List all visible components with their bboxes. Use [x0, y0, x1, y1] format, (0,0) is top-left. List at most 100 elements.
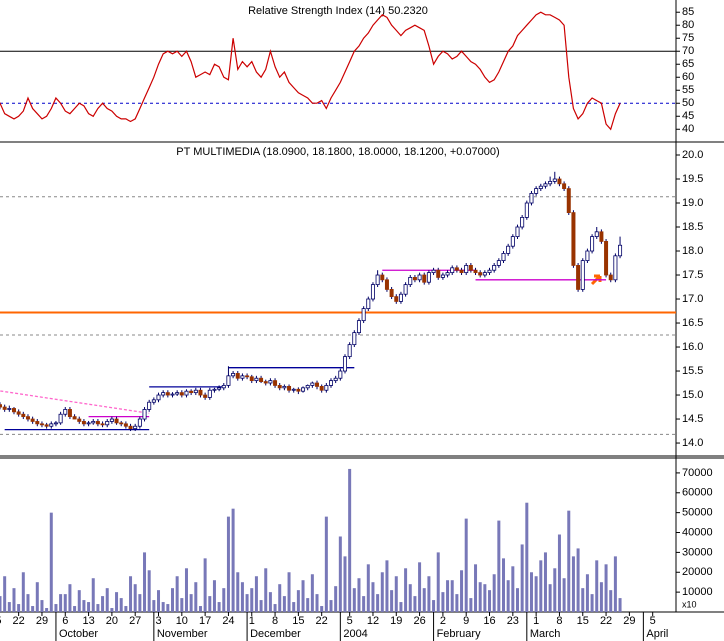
candle-body — [226, 375, 231, 386]
candle-body — [287, 385, 292, 391]
candle-body — [249, 376, 254, 382]
volume-bar — [613, 556, 617, 612]
candle-body — [301, 387, 306, 392]
candle-body — [599, 231, 604, 242]
y-tick-label: 18.5 — [682, 221, 703, 233]
candle-body — [618, 244, 623, 257]
y-tick-label: 60 — [682, 71, 694, 83]
volume-bar — [7, 602, 11, 612]
candle-body — [482, 272, 487, 276]
y-tick-label: 18.0 — [682, 245, 703, 257]
month-label: February — [437, 628, 482, 640]
candle-body — [16, 411, 21, 415]
candle-body — [151, 399, 156, 403]
candle-body — [67, 409, 72, 418]
candle-body — [100, 423, 105, 426]
candle-body — [501, 253, 506, 262]
volume-bar — [147, 570, 151, 612]
x-tick-label: 16 — [483, 615, 495, 627]
candle-body — [538, 185, 543, 190]
volume-bar — [371, 582, 375, 612]
x-tick-label: 22 — [600, 615, 612, 627]
candle-body — [361, 308, 366, 322]
candle-body — [552, 178, 557, 182]
candle-body — [585, 250, 590, 262]
volume-bar — [77, 590, 81, 612]
y-tick-label: 55 — [682, 84, 694, 96]
volume-bar — [362, 596, 366, 612]
candle-body — [310, 382, 315, 386]
volume-bar — [562, 578, 566, 612]
volume-bar — [464, 518, 468, 612]
volume-bar — [0, 596, 2, 612]
volume-bar — [170, 588, 174, 612]
candle-body — [156, 394, 161, 401]
candle-body — [436, 269, 441, 278]
candle-body — [175, 392, 180, 395]
candle-body — [263, 381, 268, 384]
candle-body — [161, 392, 166, 396]
volume-bar — [404, 568, 408, 612]
y-tick-label: 75 — [682, 32, 694, 44]
volume-bar — [534, 576, 538, 612]
candle-body — [245, 375, 250, 378]
candle-body — [147, 401, 152, 410]
candle-body — [338, 370, 343, 379]
candle-body — [548, 181, 553, 185]
volume-bar — [618, 598, 622, 612]
volume-bar — [49, 512, 53, 612]
candle-body — [137, 418, 142, 427]
volume-bar — [45, 608, 49, 612]
candle-body — [468, 265, 473, 271]
x-tick-label: 2 — [440, 615, 446, 627]
candle-body — [133, 425, 138, 430]
volume-bar — [287, 572, 291, 612]
volume-bar — [278, 584, 282, 612]
volume-bar — [101, 596, 105, 612]
volume-bar — [511, 566, 515, 612]
candle-body — [422, 274, 427, 283]
volume-bar — [259, 600, 263, 612]
price-title: PT MULTIMEDIA (18.0900, 18.1800, 18.0000… — [176, 146, 499, 158]
candle-body — [259, 377, 264, 382]
candle-body — [315, 382, 320, 387]
volume-bar — [73, 606, 77, 612]
candle-body — [58, 413, 63, 424]
volume-bar — [310, 574, 314, 612]
candle-body — [580, 260, 585, 290]
x-tick-label: 12 — [367, 615, 379, 627]
candle-body — [193, 389, 198, 394]
x-tick-label: 17 — [199, 615, 211, 627]
volume-bar — [539, 560, 543, 612]
candle-body — [30, 418, 35, 422]
candle-body — [49, 423, 54, 427]
candle-body — [217, 387, 222, 390]
candle-body — [198, 389, 203, 396]
volume-bar — [441, 592, 445, 612]
volume-bar — [231, 508, 235, 612]
y-tick-label: 40000 — [682, 526, 713, 538]
candle-body — [319, 385, 324, 391]
volume-bar — [599, 582, 603, 612]
volume-bar — [543, 552, 547, 612]
candle-body — [417, 274, 422, 281]
y-tick-label: 50000 — [682, 507, 713, 519]
volume-bar — [418, 562, 422, 612]
volume-bar — [585, 574, 589, 612]
volume-bar — [590, 594, 594, 612]
volume-bar — [329, 600, 333, 612]
volume-bar — [324, 516, 328, 612]
volume-bar — [595, 560, 599, 612]
candle-body — [128, 425, 133, 430]
y-tick-label: 85 — [682, 6, 694, 18]
candle-body — [273, 380, 278, 386]
volume-bar — [506, 580, 510, 612]
volume-bar — [17, 604, 21, 612]
y-tick-label: 16.5 — [682, 317, 703, 329]
trend-line — [0, 390, 150, 414]
y-tick-label: 45 — [682, 110, 694, 122]
x-tick-label: 27 — [129, 615, 141, 627]
candle-body — [235, 373, 240, 379]
y-tick-label: 50 — [682, 97, 694, 109]
volume-bar — [166, 604, 170, 612]
